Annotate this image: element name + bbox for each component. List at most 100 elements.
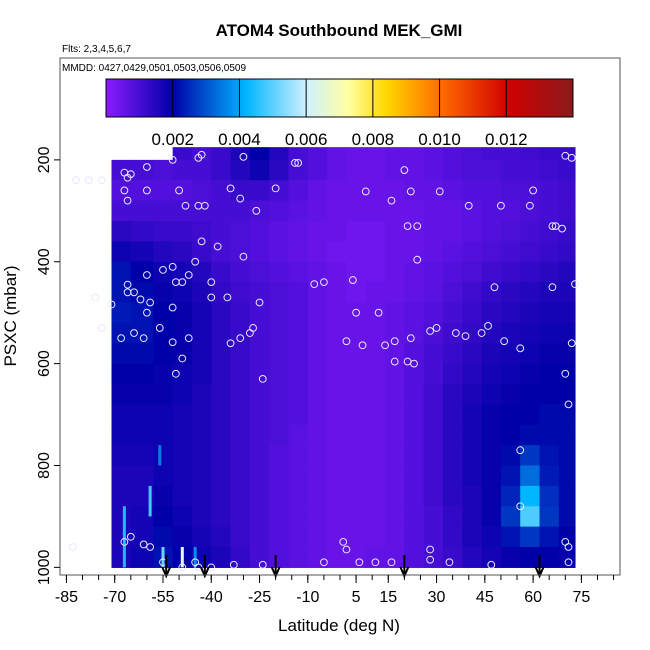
heatmap-cell	[288, 261, 309, 283]
heatmap-cell	[500, 526, 521, 548]
heatmap-cell	[500, 343, 521, 365]
heatmap-cell	[153, 241, 174, 263]
heatmap-cell	[346, 159, 367, 181]
observation-point	[426, 555, 435, 564]
heatmap-cell	[172, 343, 193, 365]
y-tick-label: 200	[36, 146, 53, 173]
heatmap-cell	[269, 180, 290, 202]
observation-point	[564, 400, 573, 409]
heatmap-cell	[404, 343, 425, 365]
heatmap-cell	[172, 526, 193, 548]
observation-point	[361, 187, 370, 196]
observation-point	[435, 187, 444, 196]
heatmap-cell	[130, 424, 154, 446]
heatmap-cell	[111, 363, 132, 385]
heatmap-cell	[385, 383, 405, 405]
observation-point	[168, 303, 177, 312]
heatmap-cell	[462, 180, 483, 202]
heatmap-cell	[558, 261, 576, 283]
observation-point	[294, 159, 303, 167]
heatmap-cell	[481, 445, 502, 467]
heatmap-cell	[111, 322, 132, 344]
observation-point	[516, 344, 525, 353]
heatmap-cell	[346, 200, 367, 222]
heatmap-cell	[172, 147, 193, 161]
observation-point	[320, 558, 328, 567]
colorbar-tick-label: 0.006	[285, 130, 328, 149]
observation-point	[168, 155, 177, 164]
heatmap-cell	[462, 445, 483, 467]
heatmap-cell	[269, 147, 290, 161]
heatmap-cell	[481, 404, 502, 426]
heatmap-cell	[327, 445, 348, 467]
heatmap-cell	[249, 526, 270, 548]
heatmap-cell	[442, 343, 463, 365]
observation-point	[120, 537, 129, 546]
dates-subtitle: MMDD: 0427,0429,0501,0503,0506,0509	[62, 63, 246, 74]
observation-point	[255, 298, 264, 307]
heatmap-cell	[442, 465, 463, 487]
heatmap-cell	[346, 147, 367, 161]
heatmap-cell	[269, 302, 290, 324]
heatmap-cell	[423, 363, 444, 385]
heatmap-cell	[558, 526, 576, 548]
heatmap-cell	[404, 383, 425, 405]
heatmap-cell	[191, 261, 212, 283]
heatmap-cell	[307, 343, 328, 365]
heatmap-cell	[327, 322, 348, 344]
heatmap-cell	[346, 465, 367, 487]
y-axis: 200 400 600 800 1000	[36, 146, 60, 585]
observation-point	[120, 186, 129, 195]
observation-point	[207, 293, 216, 302]
heatmap-cell	[500, 282, 521, 304]
heatmap-cell	[365, 424, 386, 446]
heatmap-cell	[365, 343, 386, 365]
heatmap-cell	[249, 322, 270, 344]
heatmap-cell	[520, 147, 541, 161]
heatmap-cell	[423, 404, 444, 426]
heatmap-cell	[346, 302, 367, 324]
observation-point	[136, 295, 145, 304]
observation-point	[142, 271, 151, 279]
heatmap-cell	[130, 200, 154, 222]
observation-point	[390, 357, 399, 366]
heatmap-cell	[500, 220, 521, 242]
heatmap-cell	[404, 404, 425, 426]
heatmap-cell	[346, 363, 367, 385]
heatmap-cell	[269, 526, 290, 548]
heatmap-cell	[307, 147, 328, 161]
heatmap-cell	[249, 485, 270, 507]
heatmap-cell	[111, 261, 132, 283]
y-axis-label: PSXC (mbar)	[1, 265, 20, 366]
heatmap-cell	[288, 404, 309, 426]
observation-point	[139, 540, 148, 549]
heatmap-cell	[365, 404, 386, 426]
observation-point	[310, 280, 319, 289]
heatmap-cell	[500, 302, 521, 324]
heatmap-cell	[249, 282, 270, 304]
heatmap-cell	[481, 200, 502, 222]
heatmap-cell	[288, 180, 309, 202]
heatmap-cell	[346, 506, 367, 528]
heatmap-cell	[462, 159, 483, 181]
heatmap-cell	[404, 546, 425, 568]
heatmap-cell	[558, 485, 576, 507]
heatmap-cell	[153, 424, 174, 446]
heatmap-cell	[269, 383, 290, 405]
heatmap-cell	[191, 220, 212, 242]
heatmap-cell	[442, 147, 463, 161]
heatmap-cell	[442, 506, 463, 528]
heatmap-cell	[130, 363, 154, 385]
heatmap-cell	[365, 526, 386, 548]
heatmap-cell	[500, 546, 521, 568]
heatmap-cell	[191, 200, 212, 222]
heatmap-cell	[288, 220, 309, 242]
heatmap-cell	[269, 200, 290, 222]
observation-point	[426, 545, 435, 554]
observation-point	[352, 308, 360, 317]
heatmap-cell	[172, 322, 193, 344]
heatmap-cell	[423, 383, 444, 405]
heatmap-cell	[153, 526, 174, 548]
heatmap-cell	[558, 506, 576, 528]
heatmap-cell	[327, 180, 348, 202]
